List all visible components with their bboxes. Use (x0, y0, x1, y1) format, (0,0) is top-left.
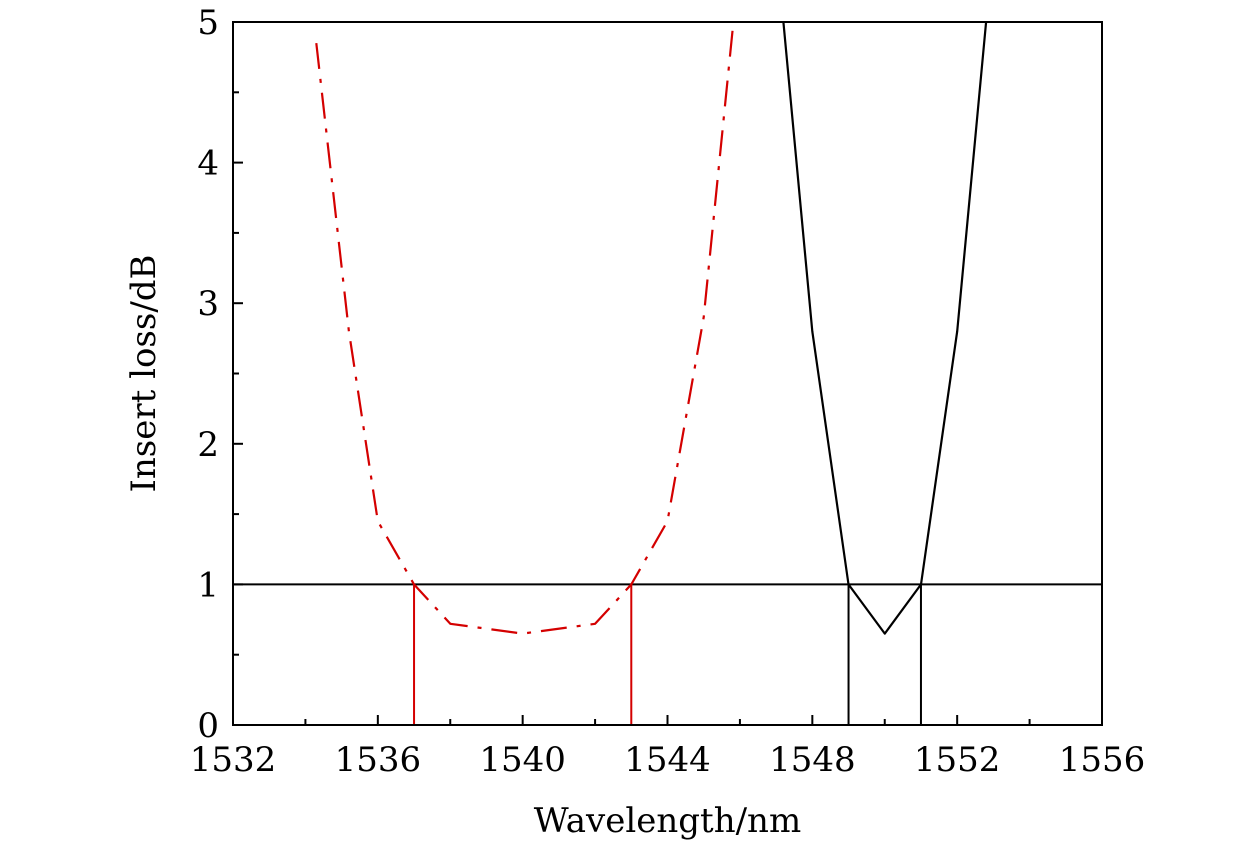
x-tick-label: 1536 (335, 740, 422, 780)
x-tick-label: 1544 (624, 740, 711, 780)
y-tick-label: 0 (197, 706, 219, 746)
y-tick-label: 5 (197, 3, 219, 43)
tick-labels: 1532 1536 1540 1544 1548 1552 1556 0 1 2 3 4 5 (190, 3, 1146, 780)
y-tick-label: 4 (197, 144, 219, 184)
y-tick-label: 1 (197, 565, 219, 605)
x-tick-label: 1540 (479, 740, 566, 780)
plot-content (233, 21, 1102, 725)
y-axis-title: Insert loss/dB (124, 254, 164, 492)
x-axis-title: Wavelength/nm (534, 801, 801, 841)
series-line-2 (782, 21, 988, 635)
plot-frame (232, 21, 1103, 726)
y-tick-label: 2 (197, 425, 219, 465)
x-tick-label: 1552 (914, 740, 1001, 780)
x-tick-label: 1556 (1059, 740, 1146, 780)
x-tick-label: 1532 (190, 740, 277, 780)
y-tick-label: 3 (197, 284, 219, 324)
series-line-1 (315, 28, 734, 635)
x-tick-label: 1548 (769, 740, 856, 780)
